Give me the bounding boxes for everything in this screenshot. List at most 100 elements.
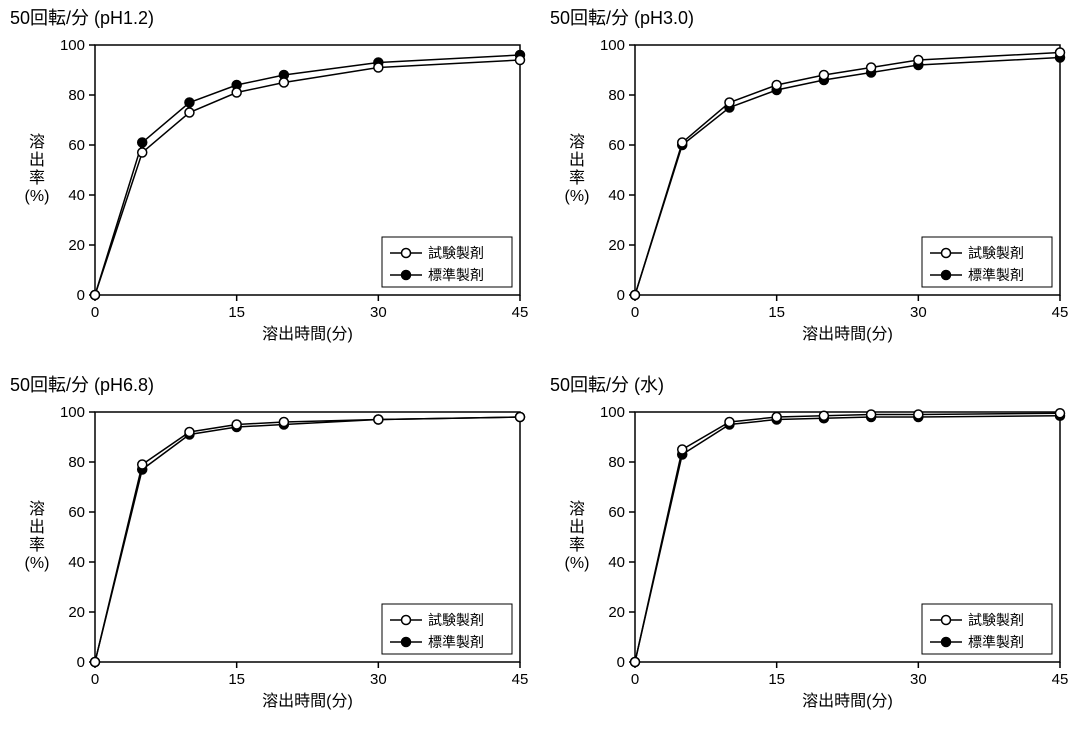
series-marker-test xyxy=(725,418,734,427)
y-axis-label-char: 溶 xyxy=(569,133,585,151)
y-tick-label: 20 xyxy=(68,237,85,254)
series-marker-test xyxy=(138,460,147,469)
legend-label-test: 試験製剤 xyxy=(968,612,1024,628)
y-axis-label-char: 率 xyxy=(569,169,585,187)
chart-panel-ph3.0: 50回転/分 (pH3.0)0204060801000153045溶出時間(分)… xyxy=(540,0,1080,367)
y-axis-label-char: 出 xyxy=(29,518,45,536)
legend-marker-test xyxy=(402,249,411,258)
legend-label-test: 試験製剤 xyxy=(428,245,484,261)
y-tick-label: 60 xyxy=(608,504,625,521)
series-marker-test xyxy=(631,291,640,300)
chart-panel-ph6.8: 50回転/分 (pH6.8)0204060801000153045溶出時間(分)… xyxy=(0,367,540,734)
series-marker-test xyxy=(185,428,194,437)
y-tick-label: 100 xyxy=(600,37,625,54)
series-marker-test xyxy=(772,81,781,90)
y-tick-label: 0 xyxy=(617,287,625,304)
x-tick-label: 15 xyxy=(768,671,785,688)
y-tick-label: 0 xyxy=(77,654,85,671)
series-marker-test xyxy=(232,88,241,97)
series-marker-test xyxy=(138,148,147,157)
y-axis-label-char: 率 xyxy=(29,169,45,187)
y-tick-label: 20 xyxy=(68,604,85,621)
y-tick-label: 40 xyxy=(608,187,625,204)
y-axis-label-char: 出 xyxy=(569,151,585,169)
legend-marker-standard xyxy=(942,271,951,280)
series-marker-test xyxy=(631,658,640,667)
legend-marker-standard xyxy=(402,638,411,647)
x-tick-label: 30 xyxy=(910,304,927,321)
series-marker-test xyxy=(914,410,923,419)
y-tick-label: 40 xyxy=(608,554,625,571)
y-tick-label: 80 xyxy=(608,454,625,471)
series-marker-test xyxy=(725,98,734,107)
legend-label-test: 試験製剤 xyxy=(428,612,484,628)
series-marker-test xyxy=(91,291,100,300)
series-marker-test xyxy=(279,78,288,87)
y-axis-label-char: (%) xyxy=(565,188,590,205)
legend-label-standard: 標準製剤 xyxy=(428,634,484,650)
x-axis-label: 溶出時間(分) xyxy=(262,325,353,343)
series-marker-test xyxy=(374,415,383,424)
x-tick-label: 45 xyxy=(512,304,529,321)
y-tick-label: 0 xyxy=(617,654,625,671)
y-axis-label-char: (%) xyxy=(25,555,50,572)
x-tick-label: 15 xyxy=(768,304,785,321)
y-axis-label-char: (%) xyxy=(565,555,590,572)
x-tick-label: 15 xyxy=(228,671,245,688)
series-marker-test xyxy=(914,56,923,65)
series-marker-test xyxy=(279,418,288,427)
y-tick-label: 60 xyxy=(68,137,85,154)
x-tick-label: 0 xyxy=(631,304,639,321)
series-marker-test xyxy=(516,56,525,65)
x-tick-label: 30 xyxy=(370,671,387,688)
legend-marker-test xyxy=(402,616,411,625)
x-axis-label: 溶出時間(分) xyxy=(802,692,893,710)
y-tick-label: 40 xyxy=(68,187,85,204)
y-tick-label: 100 xyxy=(60,404,85,421)
y-axis-label-char: 率 xyxy=(29,536,45,554)
x-tick-label: 45 xyxy=(512,671,529,688)
legend-label-test: 試験製剤 xyxy=(968,245,1024,261)
series-marker-test xyxy=(678,445,687,454)
y-tick-label: 20 xyxy=(608,604,625,621)
y-axis-label-char: 溶 xyxy=(29,500,45,518)
series-marker-test xyxy=(91,658,100,667)
y-tick-label: 80 xyxy=(608,87,625,104)
x-tick-label: 30 xyxy=(910,671,927,688)
x-tick-label: 30 xyxy=(370,304,387,321)
chart-grid: 50回転/分 (pH1.2)0204060801000153045溶出時間(分)… xyxy=(0,0,1080,734)
series-marker-test xyxy=(867,63,876,72)
series-marker-test xyxy=(819,411,828,420)
x-axis-label: 溶出時間(分) xyxy=(802,325,893,343)
series-marker-standard xyxy=(138,138,147,147)
legend-marker-test xyxy=(942,249,951,258)
chart-title: 50回転/分 (pH3.0) xyxy=(550,8,694,28)
series-marker-test xyxy=(867,410,876,419)
x-tick-label: 0 xyxy=(631,671,639,688)
y-tick-label: 60 xyxy=(68,504,85,521)
x-tick-label: 0 xyxy=(91,671,99,688)
y-tick-label: 40 xyxy=(68,554,85,571)
y-tick-label: 100 xyxy=(60,37,85,54)
series-marker-test xyxy=(772,413,781,422)
y-axis-label-char: 溶 xyxy=(29,133,45,151)
series-marker-test xyxy=(819,71,828,80)
legend-label-standard: 標準製剤 xyxy=(968,267,1024,283)
series-marker-standard xyxy=(185,98,194,107)
x-tick-label: 0 xyxy=(91,304,99,321)
legend-marker-test xyxy=(942,616,951,625)
series-marker-test xyxy=(1056,48,1065,57)
series-marker-test xyxy=(678,138,687,147)
legend-label-standard: 標準製剤 xyxy=(428,267,484,283)
x-tick-label: 45 xyxy=(1052,304,1069,321)
y-axis-label-char: (%) xyxy=(25,188,50,205)
y-axis-label-char: 出 xyxy=(29,151,45,169)
y-tick-label: 100 xyxy=(600,404,625,421)
y-tick-label: 20 xyxy=(608,237,625,254)
y-tick-label: 0 xyxy=(77,287,85,304)
legend-label-standard: 標準製剤 xyxy=(968,634,1024,650)
series-marker-test xyxy=(185,108,194,117)
y-axis-label-char: 出 xyxy=(569,518,585,536)
series-marker-test xyxy=(516,413,525,422)
legend-marker-standard xyxy=(402,271,411,280)
